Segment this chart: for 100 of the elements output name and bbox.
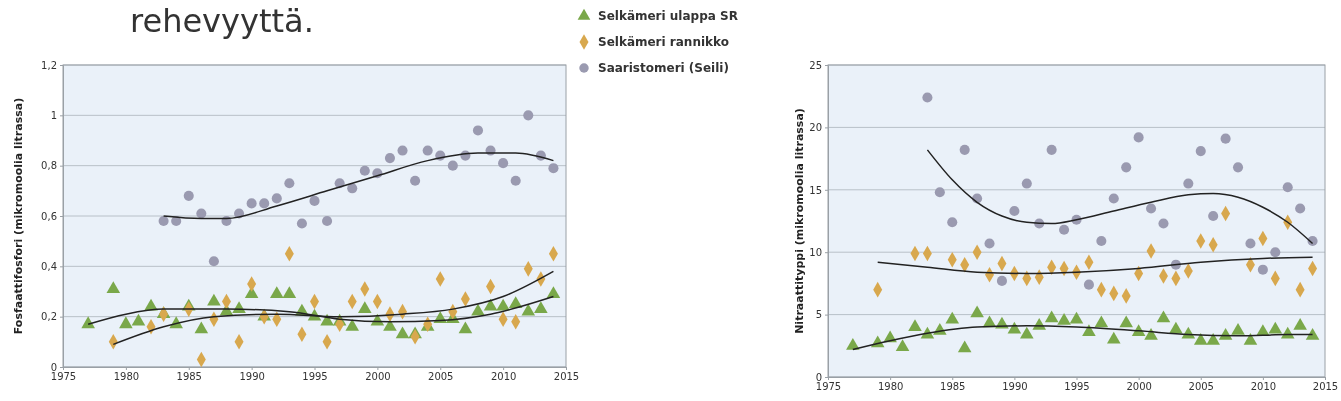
point bbox=[548, 163, 559, 174]
point bbox=[1293, 317, 1307, 330]
point bbox=[957, 340, 972, 353]
y-tick-label: 0,4 bbox=[41, 261, 57, 273]
point bbox=[347, 183, 358, 194]
text: rehevyyttä. bbox=[130, 2, 314, 40]
point bbox=[908, 319, 922, 331]
y-tick-label: 25 bbox=[809, 59, 822, 71]
point bbox=[1195, 146, 1206, 157]
point bbox=[207, 293, 221, 306]
point bbox=[395, 326, 410, 339]
x-tick-label: 2000 bbox=[1126, 381, 1152, 393]
point bbox=[1146, 203, 1157, 214]
point bbox=[397, 145, 408, 156]
point bbox=[1046, 144, 1057, 155]
point bbox=[194, 321, 209, 334]
point bbox=[1218, 327, 1233, 340]
y-axis-title: Nitraattityppi (mikromoolia litrassa) bbox=[793, 108, 806, 334]
point bbox=[984, 238, 995, 249]
point bbox=[1220, 133, 1231, 144]
y-tick-label: 0,2 bbox=[41, 311, 57, 323]
y-tick-label: 1 bbox=[50, 110, 57, 122]
point bbox=[1268, 321, 1283, 334]
legend-label: Selkämeri rannikko bbox=[598, 35, 729, 49]
x-tick-label: 1975 bbox=[815, 381, 842, 393]
point bbox=[345, 318, 360, 331]
point bbox=[320, 313, 334, 326]
point bbox=[1231, 322, 1245, 335]
point bbox=[158, 216, 169, 227]
point bbox=[106, 281, 121, 293]
point bbox=[208, 256, 219, 267]
point bbox=[196, 208, 207, 219]
point bbox=[359, 165, 370, 176]
x-tick-label: 1980 bbox=[877, 381, 904, 393]
x-tick-label: 2015 bbox=[1312, 381, 1339, 393]
point bbox=[131, 313, 146, 326]
point bbox=[523, 110, 534, 121]
point bbox=[471, 303, 485, 316]
point bbox=[1021, 178, 1032, 189]
point bbox=[1243, 332, 1258, 345]
point bbox=[1106, 331, 1121, 344]
legend-label: Selkämeri ulappa SR bbox=[598, 9, 738, 23]
x-tick-label: 2000 bbox=[365, 371, 391, 383]
y-tick-label: 5 bbox=[815, 309, 822, 321]
point bbox=[498, 158, 509, 169]
point bbox=[1057, 312, 1071, 325]
point bbox=[296, 218, 307, 229]
point bbox=[1144, 327, 1158, 340]
point bbox=[1020, 326, 1034, 339]
point bbox=[1158, 218, 1169, 229]
point bbox=[1183, 178, 1194, 189]
point bbox=[472, 125, 484, 136]
point bbox=[246, 198, 257, 209]
point bbox=[410, 175, 421, 186]
point bbox=[1121, 162, 1132, 173]
x-tick-label: 1995 bbox=[302, 371, 328, 383]
point bbox=[1082, 324, 1096, 336]
point bbox=[1206, 332, 1220, 345]
point bbox=[1094, 315, 1109, 328]
point bbox=[947, 217, 958, 228]
point bbox=[1156, 310, 1171, 323]
point bbox=[271, 193, 282, 204]
x-tick-label: 2005 bbox=[428, 371, 454, 383]
x-tick-label: 1980 bbox=[113, 371, 140, 383]
point bbox=[1009, 205, 1020, 217]
legend-label: Saaristomeri (Seili) bbox=[598, 61, 729, 75]
y-tick-label: 0,6 bbox=[41, 210, 57, 222]
point bbox=[284, 178, 295, 189]
point bbox=[358, 301, 372, 314]
x-tick-label: 1985 bbox=[940, 381, 966, 393]
point bbox=[309, 195, 320, 206]
point bbox=[934, 187, 945, 198]
point bbox=[1108, 193, 1119, 204]
point bbox=[259, 198, 270, 209]
point bbox=[1083, 279, 1094, 290]
point bbox=[1232, 162, 1244, 173]
point bbox=[458, 321, 473, 334]
point bbox=[183, 190, 194, 201]
y-tick-label: 0 bbox=[815, 371, 822, 383]
point bbox=[422, 145, 433, 156]
point bbox=[1133, 132, 1144, 143]
y-tick-label: 10 bbox=[809, 246, 822, 258]
point bbox=[1096, 235, 1107, 246]
point bbox=[510, 175, 521, 186]
x-tick-label: 2015 bbox=[553, 371, 580, 383]
x-tick-label: 1975 bbox=[50, 371, 77, 383]
point bbox=[1305, 327, 1320, 340]
point bbox=[1295, 203, 1306, 214]
point bbox=[1270, 247, 1281, 258]
point bbox=[922, 92, 933, 103]
y-tick-label: 1,2 bbox=[41, 59, 57, 71]
point bbox=[1059, 224, 1070, 235]
point bbox=[895, 339, 910, 351]
x-tick-label: 1985 bbox=[176, 371, 202, 383]
point bbox=[1119, 315, 1133, 328]
y-tick-label: 15 bbox=[809, 184, 822, 196]
point bbox=[384, 153, 395, 164]
x-tick-label: 1995 bbox=[1064, 381, 1090, 393]
point bbox=[521, 303, 536, 316]
point bbox=[959, 144, 970, 155]
